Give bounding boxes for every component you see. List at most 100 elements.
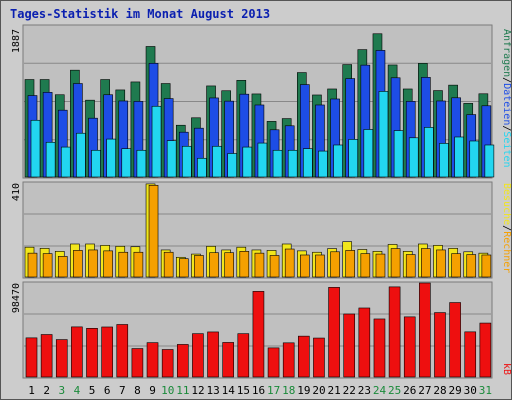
- bar-seiten-13: [213, 146, 222, 177]
- bar-kb-18: [283, 343, 294, 377]
- bar-rechner-13: [210, 253, 219, 277]
- bar-kb-19: [298, 336, 309, 377]
- bar-rechner-26: [406, 255, 415, 277]
- bar-seiten-8: [137, 150, 146, 177]
- x-tick-29: 29: [449, 384, 462, 397]
- bar-seiten-19: [303, 149, 312, 177]
- bar-seiten-11: [182, 146, 191, 177]
- bar-rechner-30: [467, 255, 476, 277]
- x-tick-14: 14: [222, 384, 236, 397]
- bar-rechner-18: [285, 249, 294, 277]
- bar-seiten-6: [107, 139, 116, 177]
- x-tick-10: 10: [161, 384, 174, 397]
- legend-top: Anfragen/Dateien/Seiten: [501, 29, 511, 168]
- bar-seiten-27: [424, 127, 433, 177]
- legend-seiten: Seiten: [501, 131, 511, 167]
- bar-rechner-3: [58, 256, 67, 277]
- legend-rechner: Rechner: [501, 231, 511, 273]
- bar-rechner-11: [179, 259, 188, 277]
- bar-rechner-27: [421, 249, 430, 277]
- x-tick-5: 5: [89, 384, 96, 397]
- bar-seiten-14: [228, 153, 237, 177]
- bar-kb-22: [344, 314, 355, 377]
- bar-rechner-6: [104, 251, 113, 277]
- bar-kb-25: [389, 287, 400, 377]
- bar-rechner-23: [361, 254, 370, 277]
- bar-seiten-24: [379, 91, 388, 177]
- x-tick-18: 18: [282, 384, 295, 397]
- bar-seiten-17: [273, 150, 282, 177]
- bar-kb-28: [434, 313, 445, 377]
- bar-seiten-26: [409, 138, 418, 177]
- bar-seiten-15: [243, 147, 252, 177]
- bar-seiten-29: [455, 137, 464, 177]
- bar-kb-31: [480, 323, 491, 377]
- legend-mid: Besuche/Rechner: [501, 183, 511, 273]
- bar-rechner-10: [164, 252, 173, 277]
- bar-seiten-16: [258, 143, 267, 177]
- bar-seiten-5: [92, 150, 101, 177]
- bar-rechner-1: [28, 253, 37, 277]
- bar-kb-27: [419, 283, 430, 377]
- bar-seiten-1: [31, 120, 40, 177]
- bar-rechner-31: [482, 255, 491, 277]
- bar-kb-4: [71, 327, 82, 377]
- x-tick-30: 30: [464, 384, 477, 397]
- bar-seiten-7: [122, 149, 131, 177]
- bar-seiten-4: [76, 133, 85, 177]
- bar-kb-17: [268, 348, 279, 377]
- bar-kb-6: [102, 327, 113, 377]
- bar-seiten-25: [394, 131, 403, 177]
- bar-rechner-19: [300, 255, 309, 277]
- legend-kb: kB: [501, 363, 511, 375]
- y-max-label-mid: 410: [11, 183, 22, 201]
- x-tick-31: 31: [479, 384, 492, 397]
- bar-rechner-21: [331, 252, 340, 277]
- bar-seiten-28: [439, 143, 448, 177]
- bar-seiten-30: [470, 141, 479, 177]
- bar-kb-23: [359, 308, 370, 377]
- bar-rechner-4: [73, 250, 82, 277]
- y-max-label-bot: 98470: [11, 283, 22, 313]
- x-tick-16: 16: [252, 384, 265, 397]
- bar-seiten-22: [349, 139, 358, 177]
- bar-kb-20: [313, 338, 324, 377]
- bar-seiten-10: [167, 141, 176, 177]
- bar-seiten-31: [485, 145, 494, 177]
- x-tick-13: 13: [206, 384, 219, 397]
- x-tick-8: 8: [134, 384, 141, 397]
- bar-seiten-20: [318, 151, 327, 177]
- bar-seiten-12: [197, 158, 206, 177]
- bar-kb-30: [465, 332, 476, 377]
- x-tick-labels: 1 2 3 4 5 6 7 8 9 10 11 12 13 14 15 16 17 18 19 20 21 22 23 24 2…: [28, 384, 492, 397]
- x-tick-1: 1: [28, 384, 35, 397]
- x-tick-27: 27: [418, 384, 431, 397]
- y-max-label-top: 1887: [11, 29, 22, 53]
- x-tick-20: 20: [312, 384, 325, 397]
- x-tick-7: 7: [119, 384, 126, 397]
- x-tick-12: 12: [191, 384, 204, 397]
- bar-rechner-12: [194, 255, 203, 277]
- bar-rechner-5: [89, 250, 98, 277]
- bar-rechner-29: [452, 254, 461, 277]
- bar-kb-29: [450, 303, 461, 377]
- x-tick-2: 2: [43, 384, 50, 397]
- bar-rechner-16: [255, 253, 264, 277]
- legend-bot: kB: [501, 363, 511, 375]
- bar-rechner-20: [315, 255, 324, 277]
- bar-rechner-14: [225, 253, 234, 277]
- bar-rechner-9: [149, 185, 158, 277]
- x-tick-28: 28: [433, 384, 446, 397]
- x-tick-25: 25: [388, 384, 401, 397]
- bar-kb-1: [26, 338, 37, 377]
- bar-rechner-8: [134, 252, 143, 277]
- bar-seiten-9: [152, 106, 161, 177]
- x-tick-19: 19: [297, 384, 310, 397]
- x-tick-9: 9: [149, 384, 156, 397]
- bar-rechner-17: [270, 255, 279, 277]
- bar-seiten-3: [61, 147, 70, 177]
- bar-rechner-24: [376, 254, 385, 277]
- bar-kb-9: [147, 343, 158, 377]
